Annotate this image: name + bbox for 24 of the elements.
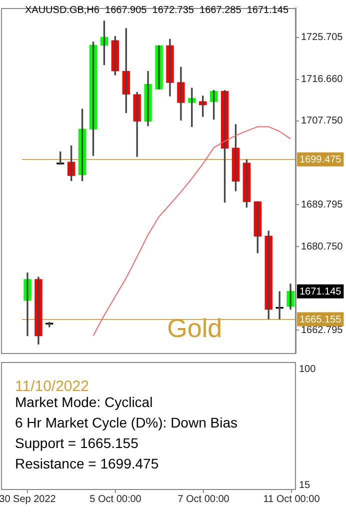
- text: Resistance = 1699.475: [15, 455, 159, 472]
- category-label: 30 Sep 2022: [0, 494, 56, 505]
- text: 15: [299, 480, 311, 491]
- ref-line-label: 1665.155: [300, 314, 342, 326]
- y-tick-label: 1725.705: [301, 32, 344, 44]
- ref-line-label: 1699.475: [300, 154, 342, 166]
- text: 11/10/2022: [15, 378, 89, 396]
- y-tick-label: 1689.795: [301, 199, 344, 210]
- annotation: Gold: [167, 313, 222, 344]
- y-tick-label: 1662.795: [301, 324, 344, 336]
- text: 1671.145: [300, 286, 342, 298]
- category-label: 11 Oct 00:00: [263, 494, 320, 505]
- candlestick: [56, 152, 64, 165]
- y-tick-label: 1716.660: [301, 74, 344, 86]
- chart-title: XAUUSD.GB,H6 1667.905 1672.735 1667.285 1671.145: [25, 4, 289, 16]
- category-label: 7 Oct 00:00: [178, 494, 230, 505]
- text: Support = 1665.155: [15, 434, 139, 451]
- y-tick-label: 1680.750: [301, 241, 344, 252]
- category-label: 5 Oct 00:00: [90, 494, 142, 505]
- y-tick-label: 1707.750: [301, 116, 344, 127]
- text: 100: [299, 364, 316, 375]
- text: Market Mode: Cyclical: [15, 394, 153, 410]
- text: 6 Hr Market Cycle (D%): Down Bias: [15, 414, 238, 430]
- candlestick: [155, 45, 163, 90]
